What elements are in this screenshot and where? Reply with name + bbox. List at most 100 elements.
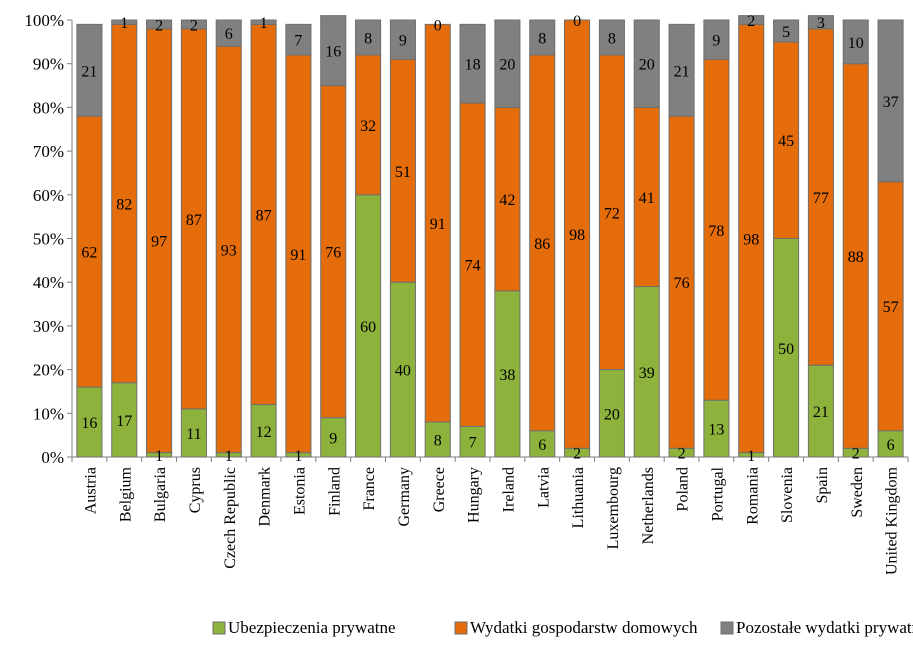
bar-segment: [459, 425, 486, 458]
data-label: 57: [883, 299, 899, 316]
category-label: Denmark: [257, 467, 274, 527]
bar-segment: [807, 364, 834, 458]
y-tick-label: 40%: [33, 273, 64, 292]
category-label: Spain: [814, 467, 831, 503]
data-label: 21: [674, 63, 690, 80]
bar-segment: [424, 421, 451, 458]
data-label: 8: [364, 30, 372, 47]
bar-segment: [146, 19, 173, 30]
data-label: 74: [465, 258, 481, 275]
data-label: 8: [608, 30, 616, 47]
bar-segment: [320, 417, 347, 458]
bar-segment: [703, 58, 730, 401]
category-label: Belgium: [117, 466, 134, 522]
legend-swatch: [212, 621, 226, 635]
data-label: 72: [604, 205, 620, 222]
category-label: Greece: [431, 467, 448, 512]
bar-segment: [877, 181, 904, 432]
bar-segment: [877, 19, 904, 183]
data-label: 98: [569, 227, 585, 244]
data-label: 8: [434, 433, 442, 450]
data-label: 2: [852, 446, 860, 463]
bar-segment: [320, 85, 347, 419]
data-label: 9: [712, 33, 720, 50]
data-label: 6: [538, 437, 546, 454]
bar-segment: [738, 15, 765, 25]
axes: 0% 10% 20% 30% 40% 50% 60% 70% 80% 90% 100% Austria…: [24, 11, 909, 575]
legend-label: Wydatki gospodarstw domowych: [470, 618, 698, 637]
bar-segment: [668, 23, 695, 117]
y-tick-label: 50%: [33, 230, 64, 249]
data-label: 13: [708, 422, 724, 439]
bar-segment: [773, 41, 800, 239]
category-label: Finland: [326, 467, 343, 516]
data-label: 40: [395, 363, 411, 380]
y-tick-label: 0%: [41, 448, 64, 467]
data-label: 21: [81, 63, 97, 80]
data-label: 77: [813, 190, 829, 207]
data-label: 87: [186, 212, 202, 229]
category-label: Portugal: [709, 466, 726, 521]
bar-segment: [494, 19, 521, 108]
category-label: Bulgaria: [152, 467, 169, 522]
data-label: 2: [747, 13, 755, 30]
data-label: 88: [848, 249, 864, 266]
bar-segment: [703, 399, 730, 458]
data-label: 98: [743, 232, 759, 249]
data-label: 12: [256, 424, 272, 441]
data-label: 0: [434, 17, 442, 34]
category-label: Ireland: [500, 467, 517, 512]
data-label: 38: [499, 367, 515, 384]
category-label: Austria: [82, 467, 99, 514]
data-label: 9: [329, 430, 337, 447]
bar-segment: [389, 281, 416, 458]
data-label: 9: [399, 33, 407, 50]
data-label: 10: [848, 35, 864, 52]
data-label: 1: [155, 448, 163, 465]
category-label: Cyprus: [187, 467, 204, 513]
data-label: 1: [747, 448, 755, 465]
category-label: Luxembourg: [605, 467, 622, 549]
bar-segment: [564, 19, 591, 449]
bar-segment: [807, 28, 834, 366]
data-label: 51: [395, 164, 411, 181]
bar-segment: [146, 28, 173, 454]
bar-segment: [111, 19, 138, 25]
bar-segment: [598, 54, 625, 371]
bar-segment: [494, 106, 521, 292]
bar-segment: [842, 19, 869, 65]
bar-segment: [76, 386, 103, 458]
legend-swatch: [454, 621, 468, 635]
bar-segment: [111, 382, 138, 458]
bar-segment: [355, 19, 382, 56]
bars: [76, 15, 904, 458]
bar-segment: [215, 45, 242, 454]
data-label: 5: [782, 24, 790, 41]
data-label: 20: [499, 57, 515, 74]
legend-swatch: [720, 621, 734, 635]
bar-segment: [76, 23, 103, 117]
bar-segment: [529, 430, 556, 458]
bar-segment: [668, 115, 695, 449]
data-label: 97: [151, 234, 167, 251]
bar-segment: [180, 28, 207, 410]
data-label: 16: [325, 44, 341, 61]
data-label: 2: [155, 17, 163, 34]
bar-segment: [529, 19, 556, 56]
bar-segment: [285, 23, 312, 56]
y-tick-label: 70%: [33, 142, 64, 161]
y-tick-label: 90%: [33, 55, 64, 74]
bar-segment: [598, 369, 625, 458]
data-label: 8: [538, 30, 546, 47]
bar-segment: [355, 194, 382, 458]
data-label: 7: [469, 435, 477, 452]
data-label: 82: [116, 197, 132, 214]
bar-segment: [773, 19, 800, 43]
data-label: 37: [883, 94, 899, 111]
bar-segment: [494, 290, 521, 458]
data-label: 32: [360, 118, 376, 135]
category-label: Netherlands: [640, 467, 657, 544]
data-label: 91: [430, 216, 446, 233]
bar-segment: [842, 63, 869, 449]
data-label: 21: [813, 404, 829, 421]
